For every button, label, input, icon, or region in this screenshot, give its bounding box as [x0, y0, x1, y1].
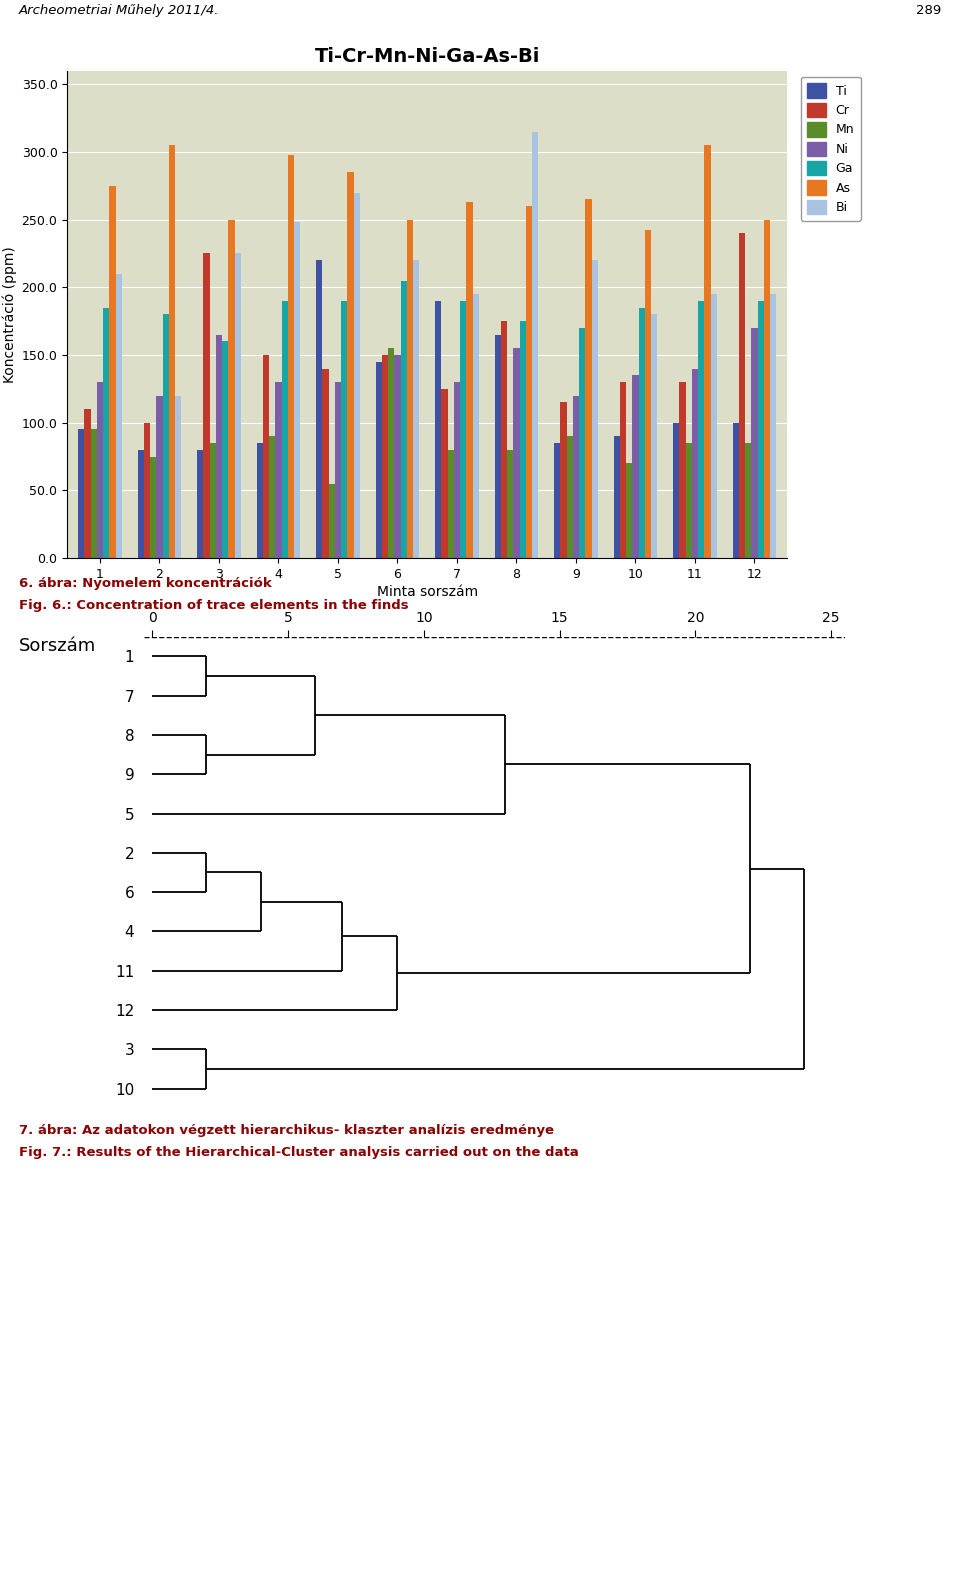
Bar: [633, 376, 638, 558]
Bar: [710, 294, 717, 558]
Bar: [150, 456, 156, 558]
Bar: [447, 450, 454, 558]
Bar: [613, 435, 620, 558]
Text: 289: 289: [916, 3, 941, 17]
Bar: [752, 329, 757, 558]
Text: Archeometriai Műhely 2011/4.: Archeometriai Műhely 2011/4.: [19, 3, 220, 17]
Bar: [494, 335, 501, 558]
Bar: [335, 382, 341, 558]
Bar: [764, 220, 770, 558]
Bar: [586, 200, 591, 558]
Bar: [673, 423, 680, 558]
Bar: [269, 435, 276, 558]
Bar: [341, 300, 348, 558]
Text: Sorszám: Sorszám: [19, 637, 96, 654]
Bar: [294, 222, 300, 558]
Bar: [395, 355, 400, 558]
Bar: [162, 314, 169, 558]
Legend: Ti, Cr, Mn, Ni, Ga, As, Bi: Ti, Cr, Mn, Ni, Ga, As, Bi: [801, 77, 860, 220]
Bar: [353, 192, 360, 558]
Bar: [103, 308, 109, 558]
Text: Fig. 7.: Results of the Hierarchical-Cluster analysis carried out on the data: Fig. 7.: Results of the Hierarchical-Clu…: [19, 1146, 579, 1159]
Bar: [156, 396, 162, 558]
Bar: [382, 355, 388, 558]
Bar: [175, 396, 181, 558]
Bar: [407, 220, 413, 558]
Bar: [169, 145, 175, 558]
Bar: [573, 396, 579, 558]
Text: Fig. 6.: Concentration of trace elements in the finds: Fig. 6.: Concentration of trace elements…: [19, 599, 409, 612]
Bar: [561, 402, 566, 558]
Bar: [78, 429, 84, 558]
Bar: [685, 443, 692, 558]
Bar: [228, 220, 234, 558]
Bar: [745, 443, 752, 558]
Bar: [732, 423, 739, 558]
Bar: [739, 233, 745, 558]
Bar: [507, 450, 514, 558]
Bar: [204, 253, 209, 558]
Bar: [144, 423, 150, 558]
Bar: [97, 382, 103, 558]
Bar: [757, 300, 764, 558]
Bar: [579, 329, 586, 558]
Y-axis label: Koncentráció (ppm): Koncentráció (ppm): [3, 247, 17, 382]
Bar: [554, 443, 561, 558]
Bar: [137, 450, 144, 558]
X-axis label: Minta sorszám: Minta sorszám: [376, 585, 478, 599]
Bar: [626, 464, 633, 558]
Bar: [234, 253, 241, 558]
Bar: [348, 173, 353, 558]
Title: Ti-Cr-Mn-Ni-Ga-As-Bi: Ti-Cr-Mn-Ni-Ga-As-Bi: [315, 47, 540, 66]
Bar: [638, 308, 645, 558]
Bar: [770, 294, 777, 558]
Text: 7. ábra: Az adatokon végzett hierarchikus- klaszter analízis eredménye: 7. ábra: Az adatokon végzett hierarchiku…: [19, 1124, 554, 1137]
Bar: [256, 443, 263, 558]
Bar: [435, 300, 442, 558]
Bar: [467, 203, 472, 558]
Bar: [472, 294, 479, 558]
Bar: [216, 335, 222, 558]
Bar: [413, 261, 420, 558]
Bar: [197, 450, 204, 558]
Bar: [281, 300, 288, 558]
Bar: [90, 429, 97, 558]
Bar: [263, 355, 269, 558]
Bar: [460, 300, 467, 558]
Bar: [651, 314, 658, 558]
Bar: [501, 321, 507, 558]
Bar: [209, 443, 216, 558]
Bar: [680, 382, 685, 558]
Text: 6. ábra: Nyomelem koncentrációk: 6. ábra: Nyomelem koncentrációk: [19, 577, 272, 590]
Bar: [400, 280, 407, 558]
Bar: [328, 484, 335, 558]
Bar: [645, 231, 651, 558]
Bar: [316, 261, 323, 558]
Bar: [454, 382, 460, 558]
Bar: [705, 145, 710, 558]
Bar: [222, 341, 228, 558]
Bar: [620, 382, 626, 558]
Bar: [526, 206, 532, 558]
Bar: [323, 368, 328, 558]
Bar: [698, 300, 705, 558]
Bar: [519, 321, 526, 558]
Bar: [591, 261, 598, 558]
Bar: [566, 435, 573, 558]
Bar: [109, 185, 115, 558]
Bar: [532, 132, 539, 558]
Bar: [442, 388, 447, 558]
Bar: [375, 362, 382, 558]
Bar: [514, 349, 519, 558]
Bar: [288, 154, 294, 558]
Bar: [276, 382, 281, 558]
Bar: [388, 349, 395, 558]
Bar: [115, 274, 122, 558]
Bar: [84, 409, 90, 558]
Bar: [692, 368, 698, 558]
